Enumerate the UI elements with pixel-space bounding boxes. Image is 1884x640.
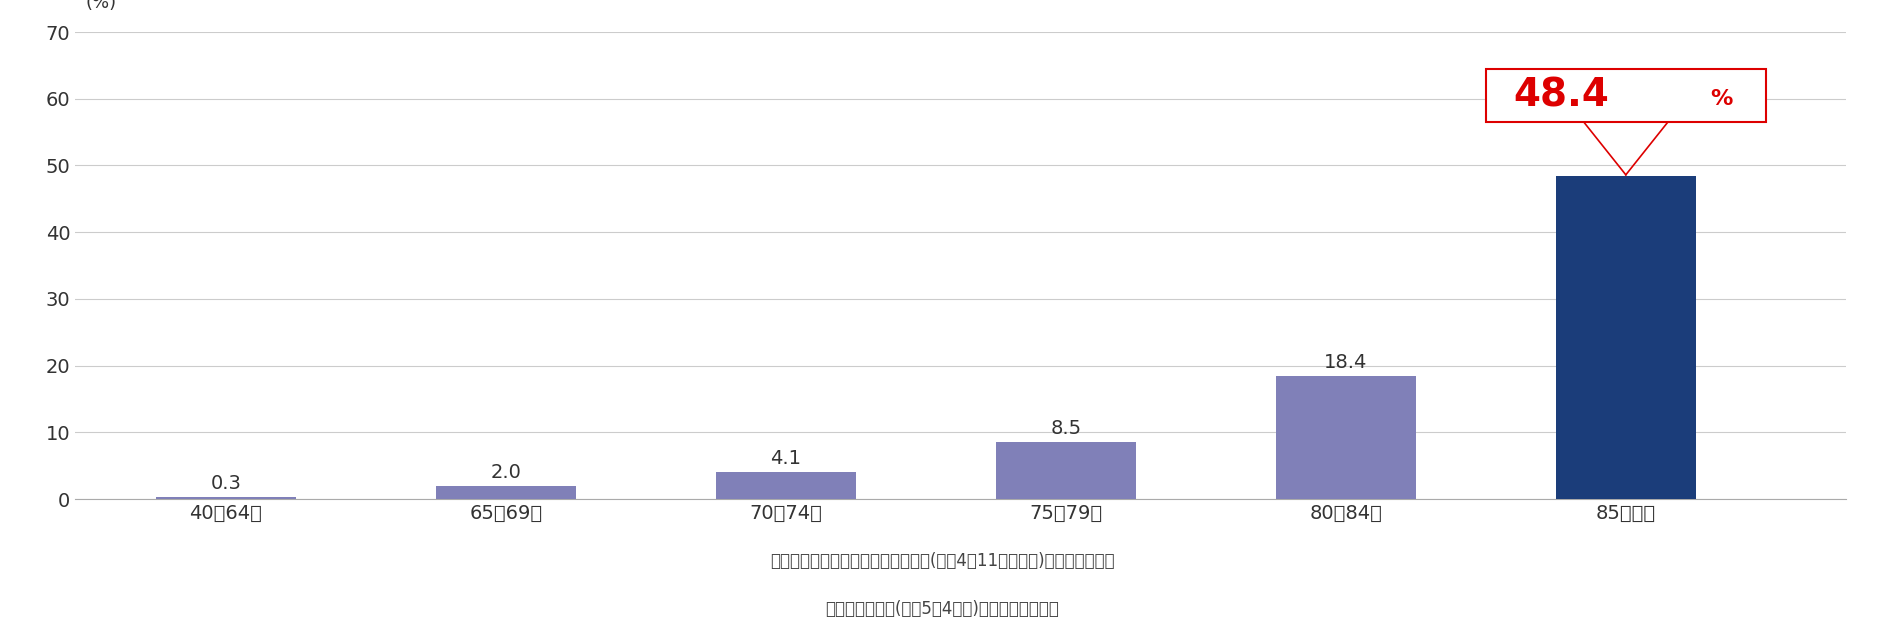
Text: 0.3: 0.3 [211,474,241,493]
Text: %: % [1711,89,1731,109]
Bar [156,497,296,499]
Bar [716,472,855,499]
Bar [435,486,577,499]
Text: (%): (%) [87,0,117,12]
Text: 2.0: 2.0 [490,463,522,482]
Bar [1275,376,1417,499]
Bar [1556,176,1696,499]
Text: 18.4: 18.4 [1324,353,1368,372]
FancyBboxPatch shape [1486,68,1765,122]
Text: 48.4: 48.4 [1513,76,1609,115]
Bar [997,442,1136,499]
Text: 8.5: 8.5 [1049,419,1081,438]
Text: 出典：「介護給付費等実態統計月報(令和4年11月山査分)」／厚生労働省: 出典：「介護給付費等実態統計月報(令和4年11月山査分)」／厚生労働省 [771,552,1113,570]
Text: 4.1: 4.1 [771,449,801,468]
Text: 「人口推計月報(令和5年4月報)」／総務省統計局: 「人口推計月報(令和5年4月報)」／総務省統計局 [825,600,1059,618]
